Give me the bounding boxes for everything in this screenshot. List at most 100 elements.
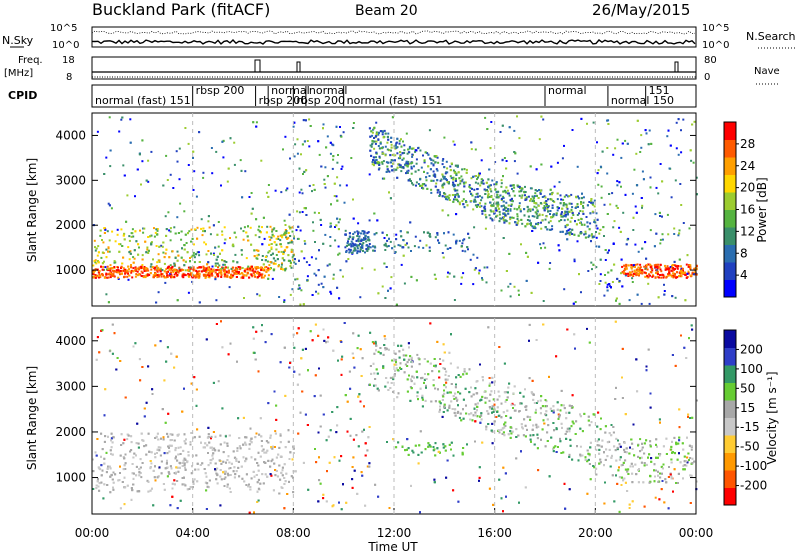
power-cell <box>336 176 338 178</box>
power-cell <box>472 208 474 210</box>
power-cell <box>162 242 164 244</box>
power-cell <box>485 214 487 216</box>
power-cell <box>514 221 516 223</box>
power-cell <box>216 259 218 261</box>
power-cell <box>430 189 432 191</box>
power-cell <box>275 190 277 192</box>
power-cell <box>172 276 174 278</box>
power-cell <box>325 146 327 148</box>
power-cell <box>551 225 553 227</box>
power-cell <box>600 273 602 275</box>
power-cell <box>416 279 418 281</box>
power-cell <box>479 185 481 187</box>
power-cell <box>163 275 165 277</box>
power-cell <box>659 266 661 268</box>
power-cell <box>590 240 592 242</box>
power-cell <box>490 196 492 198</box>
power-cell <box>128 235 130 237</box>
power-cell <box>108 301 110 303</box>
power-cell <box>680 204 682 206</box>
power-cell <box>426 188 428 190</box>
power-cell <box>514 152 516 154</box>
power-cell <box>356 235 358 237</box>
power-cell <box>364 231 366 233</box>
power-cell <box>651 276 653 278</box>
power-cell <box>490 211 492 213</box>
power-cell <box>223 269 225 271</box>
power-cell <box>221 231 223 233</box>
velocity-cell <box>586 328 588 330</box>
power-cell <box>220 272 222 274</box>
power-cell <box>299 168 301 170</box>
power-cell <box>483 183 485 185</box>
power-cell <box>611 192 613 194</box>
power-cell <box>267 278 269 280</box>
power-cell <box>573 303 575 305</box>
power-cell <box>342 276 344 278</box>
power-cell <box>534 195 536 197</box>
power-cell <box>507 208 509 210</box>
power-cell <box>148 274 150 276</box>
power-cell <box>486 266 488 268</box>
power-cell <box>188 143 190 145</box>
power-cell <box>229 286 231 288</box>
power-cell <box>455 241 457 243</box>
power-cell <box>376 232 378 234</box>
power-cell <box>467 248 469 250</box>
power-cell <box>95 250 97 252</box>
power-cell <box>433 171 435 173</box>
power-cell <box>641 269 643 271</box>
power-cell <box>217 266 219 268</box>
power-cell <box>257 267 259 269</box>
power-cell <box>617 207 619 209</box>
power-cell <box>224 260 226 262</box>
power-cell <box>689 264 691 266</box>
power-cell <box>489 214 491 216</box>
power-cell <box>516 224 518 226</box>
power-cell <box>616 278 618 280</box>
power-cell <box>536 209 538 211</box>
power-cell <box>496 196 498 198</box>
power-cell <box>570 221 572 223</box>
power-cell <box>239 268 241 270</box>
power-cell <box>198 275 200 277</box>
power-cell <box>619 280 621 282</box>
power-cell <box>123 235 125 237</box>
power-cell <box>384 297 386 299</box>
power-cell <box>445 198 447 200</box>
power-cell <box>167 211 169 213</box>
power-cell <box>488 169 490 171</box>
power-cell <box>644 276 646 278</box>
power-cell <box>442 158 444 160</box>
power-cell <box>661 180 663 182</box>
power-cell <box>211 275 213 277</box>
power-cell <box>353 244 355 246</box>
power-cell <box>354 248 356 250</box>
power-cell <box>388 171 390 173</box>
power-cell <box>224 275 226 277</box>
power-cell <box>301 250 303 252</box>
power-cell <box>436 179 438 181</box>
power-cell <box>210 271 212 273</box>
power-cell <box>236 261 238 263</box>
power-cell <box>359 296 361 298</box>
power-cell <box>399 140 401 142</box>
power-cell <box>265 259 267 261</box>
power-cell <box>194 228 196 230</box>
power-cell <box>507 286 509 288</box>
power-cell <box>501 179 503 181</box>
power-cell <box>135 240 137 242</box>
power-cell <box>141 160 143 162</box>
power-cell <box>241 254 243 256</box>
power-cell <box>582 210 584 212</box>
power-cell <box>399 156 401 158</box>
power-cell <box>138 268 140 270</box>
power-cell <box>168 229 170 231</box>
power-cell <box>131 236 133 238</box>
power-cell <box>179 148 181 150</box>
power-cell <box>140 184 142 186</box>
power-cell <box>550 216 552 218</box>
power-cell <box>574 220 576 222</box>
power-cell <box>629 274 631 276</box>
power-cell <box>484 267 486 269</box>
